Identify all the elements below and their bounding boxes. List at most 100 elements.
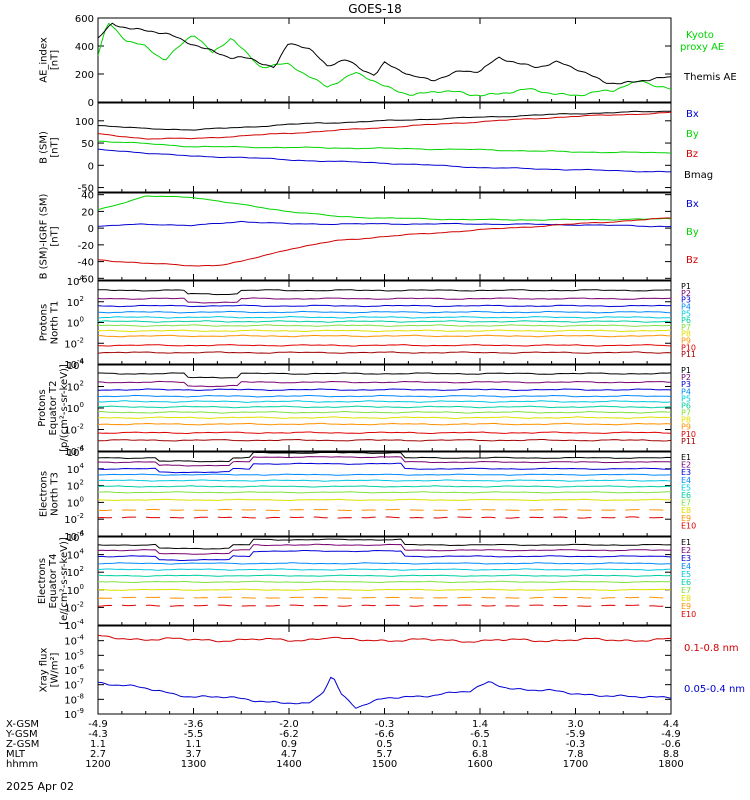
channel-label: P9 [681, 337, 691, 346]
y-axis-label: Protons [39, 304, 50, 341]
channel-line-e2 [98, 456, 671, 467]
axis-value: 6.8 [472, 749, 488, 760]
axis-row-label: hhmm [6, 759, 38, 770]
y-axis-label: Electrons [39, 471, 50, 517]
y-tick-exponent: 0 [80, 401, 84, 409]
panel-bigrf: -60 -40 -20 0 20 40 B (SM)-IGRF (SM) [nT] Bx By Bz [39, 191, 699, 286]
date-label: 2025 Apr 02 [6, 780, 74, 793]
y-tick-label: 10-7 [64, 678, 84, 692]
axis-row-label: X-GSM [6, 719, 39, 730]
y-tick-exponent: 4 [80, 462, 85, 470]
channel-label: P9 [681, 423, 691, 432]
channel-line-p10 [98, 344, 671, 347]
y-axis-label: AE_index [39, 37, 50, 83]
y-tick-label: -60 [78, 274, 94, 285]
y-tick-label: -40 [78, 258, 94, 269]
channel-line-p6 [98, 405, 671, 409]
axis-value: 3.0 [568, 719, 584, 730]
legend-entry: 0.1-0.8 nm [684, 643, 739, 654]
legend-entry: By [686, 227, 699, 238]
y-tick-label: -50 [78, 184, 94, 195]
channel-label: E6 [681, 578, 691, 587]
y-tick-base: 10 [64, 603, 77, 614]
y-tick-exponent: -4 [77, 529, 85, 537]
series-line [98, 140, 671, 154]
y-tick-exponent: -4 [77, 444, 85, 452]
y-axis-label: Protons [37, 389, 48, 426]
axis-value: 0.1 [472, 739, 488, 750]
axis-value: 1800 [658, 759, 683, 770]
channel-line-e3 [98, 549, 671, 561]
y-tick-exponent: 0 [80, 583, 84, 591]
axis-value: 5.7 [377, 749, 393, 760]
axis-value: 2.7 [90, 749, 106, 760]
axis-value: 1500 [372, 759, 397, 770]
axis-value: -6.6 [375, 729, 395, 740]
channel-line-e1 [98, 452, 671, 463]
channel-line-e3 [98, 462, 671, 474]
channel-line-e4 [98, 562, 671, 565]
y-tick-exponent: 6 [80, 445, 85, 453]
y-tick-exponent: 4 [80, 274, 85, 282]
y-tick-base: 10 [67, 482, 80, 493]
y-axis-label: [e/(cm²-s-sr-keV)] [59, 537, 70, 625]
channel-line-e6 [98, 574, 671, 577]
series-line [98, 676, 671, 709]
channel-line-p5 [98, 315, 671, 319]
axis-value: -5.9 [566, 729, 586, 740]
legend-entry: Bz [686, 149, 698, 160]
channel-label: E4 [681, 476, 691, 485]
channel-label: P6 [681, 401, 691, 410]
y-tick-exponent: -4 [77, 634, 85, 642]
channel-label: E1 [681, 453, 691, 462]
y-tick-label: 104 [67, 274, 85, 288]
y-tick-exponent: -5 [77, 648, 84, 656]
channel-line-e5 [98, 479, 671, 482]
channel-line-p8 [98, 416, 671, 420]
series-line [98, 110, 671, 131]
y-tick-label: 10-2 [64, 600, 84, 614]
legend-entry: Bmag [684, 170, 713, 181]
channel-line-p7 [98, 410, 671, 414]
y-tick-label: 10-4 [64, 357, 84, 371]
channel-line-p6 [98, 320, 671, 323]
channel-label: P3 [681, 380, 691, 389]
legend-entry: Bx [686, 199, 699, 210]
axis-value: 3.7 [186, 749, 202, 760]
y-axis-label: [p/(cm²-s-sr-keV)] [59, 364, 70, 452]
y-tick-label: 10-2 [64, 336, 84, 350]
channel-line-e1 [98, 538, 671, 550]
channel-line-p5 [98, 400, 671, 403]
y-axis-label: [nT] [50, 226, 61, 246]
y-tick-label: 0 [88, 161, 94, 172]
series-line [98, 22, 671, 85]
y-tick-base: 10 [67, 533, 80, 544]
legend-entry: Kyoto [686, 30, 714, 41]
channel-label: P6 [681, 316, 691, 325]
channel-line-p9 [98, 422, 671, 426]
y-tick-base: 10 [67, 383, 80, 394]
y-tick-exponent: -6 [77, 663, 85, 671]
y-tick-exponent: 2 [80, 380, 84, 388]
y-tick-base: 10 [64, 710, 77, 721]
channel-label: P10 [681, 343, 696, 352]
axis-value: -0.3 [566, 739, 586, 750]
axis-value: -4.9 [661, 729, 681, 740]
channel-label: E3 [681, 468, 691, 477]
channel-label: E4 [681, 562, 691, 571]
y-tick-label: 10-2 [64, 423, 84, 437]
channel-label: E8 [681, 594, 691, 603]
channel-label: E7 [681, 586, 691, 595]
y-tick-exponent: -7 [77, 678, 84, 686]
channel-line-p7 [98, 324, 671, 327]
series-line [98, 634, 671, 643]
y-tick-exponent: 0 [80, 316, 84, 324]
axis-value: -4.3 [88, 729, 108, 740]
channel-line-p3 [98, 304, 671, 308]
channel-label: E8 [681, 506, 691, 515]
y-tick-exponent: 6 [80, 530, 85, 538]
y-axis-label: Equator T4 [48, 554, 59, 609]
channel-line-p11 [98, 438, 671, 442]
y-tick-label: 10-4 [64, 529, 84, 543]
